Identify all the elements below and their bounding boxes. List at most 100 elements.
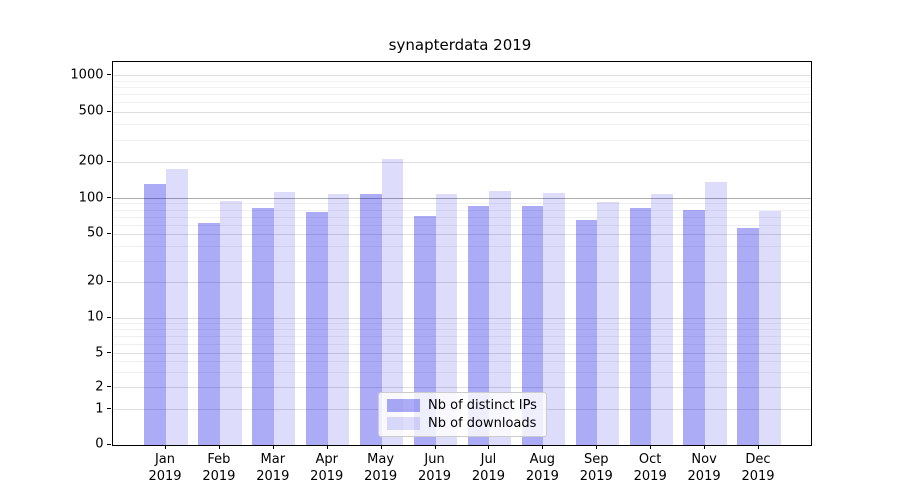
minor-gridline-300	[112, 139, 811, 141]
x-label-year: 2019	[310, 468, 344, 484]
x-label-month: Mar	[260, 451, 286, 467]
x-tick-aug	[542, 444, 544, 449]
bar-distinct-ips-feb	[198, 222, 220, 445]
minor-gridline-400	[112, 124, 811, 126]
y-tick-500	[107, 110, 111, 112]
y-tick-100	[107, 197, 111, 198]
bar-distinct-ips-apr	[306, 212, 328, 445]
minor-gridline-8	[112, 329, 811, 331]
bar-downloads-may	[381, 158, 404, 445]
x-tick-mar	[272, 444, 274, 449]
bar-downloads-feb	[219, 200, 242, 445]
x-tick-feb	[218, 444, 220, 449]
x-tick-apr	[326, 444, 328, 449]
bar-downloads-dec	[758, 210, 781, 445]
x-label-month: Nov	[691, 451, 717, 467]
y-tick-20	[107, 280, 111, 282]
x-tick-label-apr: Apr 2019	[310, 451, 343, 485]
y-tick-200	[107, 160, 111, 162]
major-gridline-5	[112, 353, 811, 355]
x-label-year: 2019	[579, 468, 613, 484]
legend-swatch-downloads	[387, 417, 420, 430]
x-label-year: 2019	[417, 468, 452, 484]
x-tick-jan	[165, 444, 166, 449]
y-tick-5	[107, 352, 111, 354]
x-label-month: Jan	[154, 451, 176, 467]
y-tick-label-100: 100	[78, 190, 104, 205]
bar-distinct-ips-jan	[144, 183, 166, 445]
minor-gridline-7	[112, 335, 811, 337]
legend-item-distinct-ips: Nb of distinct IPs	[387, 399, 537, 412]
x-tick-label-feb: Feb 2019	[202, 451, 235, 485]
y-tick-2	[107, 386, 111, 388]
y-tick-1	[107, 408, 111, 410]
x-label-month: Sep	[584, 451, 609, 467]
major-gridline-1000	[112, 75, 811, 77]
x-tick-label-nov: Nov 2019	[688, 451, 721, 485]
x-tick-label-jan: Jan 2019	[148, 451, 181, 485]
major-gridline-10	[112, 317, 811, 319]
bar-downloads-oct	[651, 193, 673, 445]
bar-distinct-ips-sep	[575, 220, 598, 445]
bar-distinct-ips-mar	[252, 208, 274, 445]
x-label-year: 2019	[741, 468, 775, 484]
x-tick-jul	[488, 444, 490, 449]
x-label-year: 2019	[471, 468, 505, 484]
y-tick-label-20: 20	[86, 273, 104, 289]
x-tick-label-may: May 2019	[364, 451, 397, 485]
y-tick-0	[107, 443, 111, 445]
x-label-month: May	[367, 451, 395, 467]
bar-distinct-ips-may	[360, 193, 382, 445]
y-tick-label-1: 1	[95, 401, 104, 417]
y-tick-10	[107, 316, 111, 318]
x-label-year: 2019	[687, 468, 721, 484]
major-gridline-200	[112, 161, 811, 163]
chart-title: synapterdata 2019	[388, 36, 532, 54]
bar-downloads-sep	[597, 201, 619, 445]
major-gridline-2	[112, 387, 811, 389]
legend: Nb of distinct IPs Nb of downloads	[378, 392, 547, 437]
minor-gridline-800	[112, 87, 811, 89]
x-label-year: 2019	[256, 468, 290, 484]
minor-gridline-60	[112, 224, 811, 226]
x-label-month: Aug	[529, 451, 556, 467]
minor-gridline-600	[112, 102, 811, 104]
legend-label-downloads: Nb of downloads	[428, 416, 537, 431]
x-label-year: 2019	[202, 468, 236, 484]
y-tick-1000	[107, 74, 111, 76]
bar-distinct-ips-jul	[467, 206, 490, 445]
bar-downloads-jul	[489, 190, 512, 445]
bar-downloads-aug	[543, 193, 565, 445]
legend-swatch-distinct-ips	[387, 399, 420, 412]
y-tick-50	[107, 232, 111, 234]
x-label-month: Dec	[745, 451, 771, 467]
y-tick-label-50: 50	[86, 225, 104, 241]
bar-downloads-jan	[166, 168, 188, 445]
minor-gridline-6	[112, 343, 811, 345]
x-tick-label-mar: Mar 2019	[256, 451, 289, 485]
bar-downloads-jun	[435, 193, 458, 445]
bar-distinct-ips-oct	[629, 208, 652, 445]
bar-downloads-nov	[705, 182, 727, 445]
x-tick-oct	[650, 444, 652, 449]
minor-gridline-40	[112, 245, 811, 247]
x-label-year: 2019	[525, 468, 559, 484]
y-tick-label-200: 200	[78, 153, 104, 169]
minor-gridline-900	[112, 81, 811, 83]
bar-distinct-ips-aug	[521, 205, 544, 445]
x-label-month: Jul	[480, 451, 497, 467]
y-tick-label-500: 500	[78, 103, 104, 119]
x-tick-nov	[704, 444, 706, 449]
x-tick-label-jun: Jun 2019	[418, 451, 451, 485]
minor-gridline-9	[112, 323, 811, 325]
x-label-year: 2019	[148, 468, 182, 484]
x-label-month: Apr	[315, 451, 338, 467]
minor-gridline-70	[112, 216, 811, 218]
x-tick-label-dec: Dec 2019	[741, 451, 774, 485]
y-tick-label-10: 10	[86, 309, 104, 325]
major-gridline-100	[112, 198, 811, 199]
y-tick-label-1000: 1000	[70, 67, 104, 83]
minor-gridline-4	[112, 361, 811, 363]
minor-gridline-80	[112, 209, 811, 211]
